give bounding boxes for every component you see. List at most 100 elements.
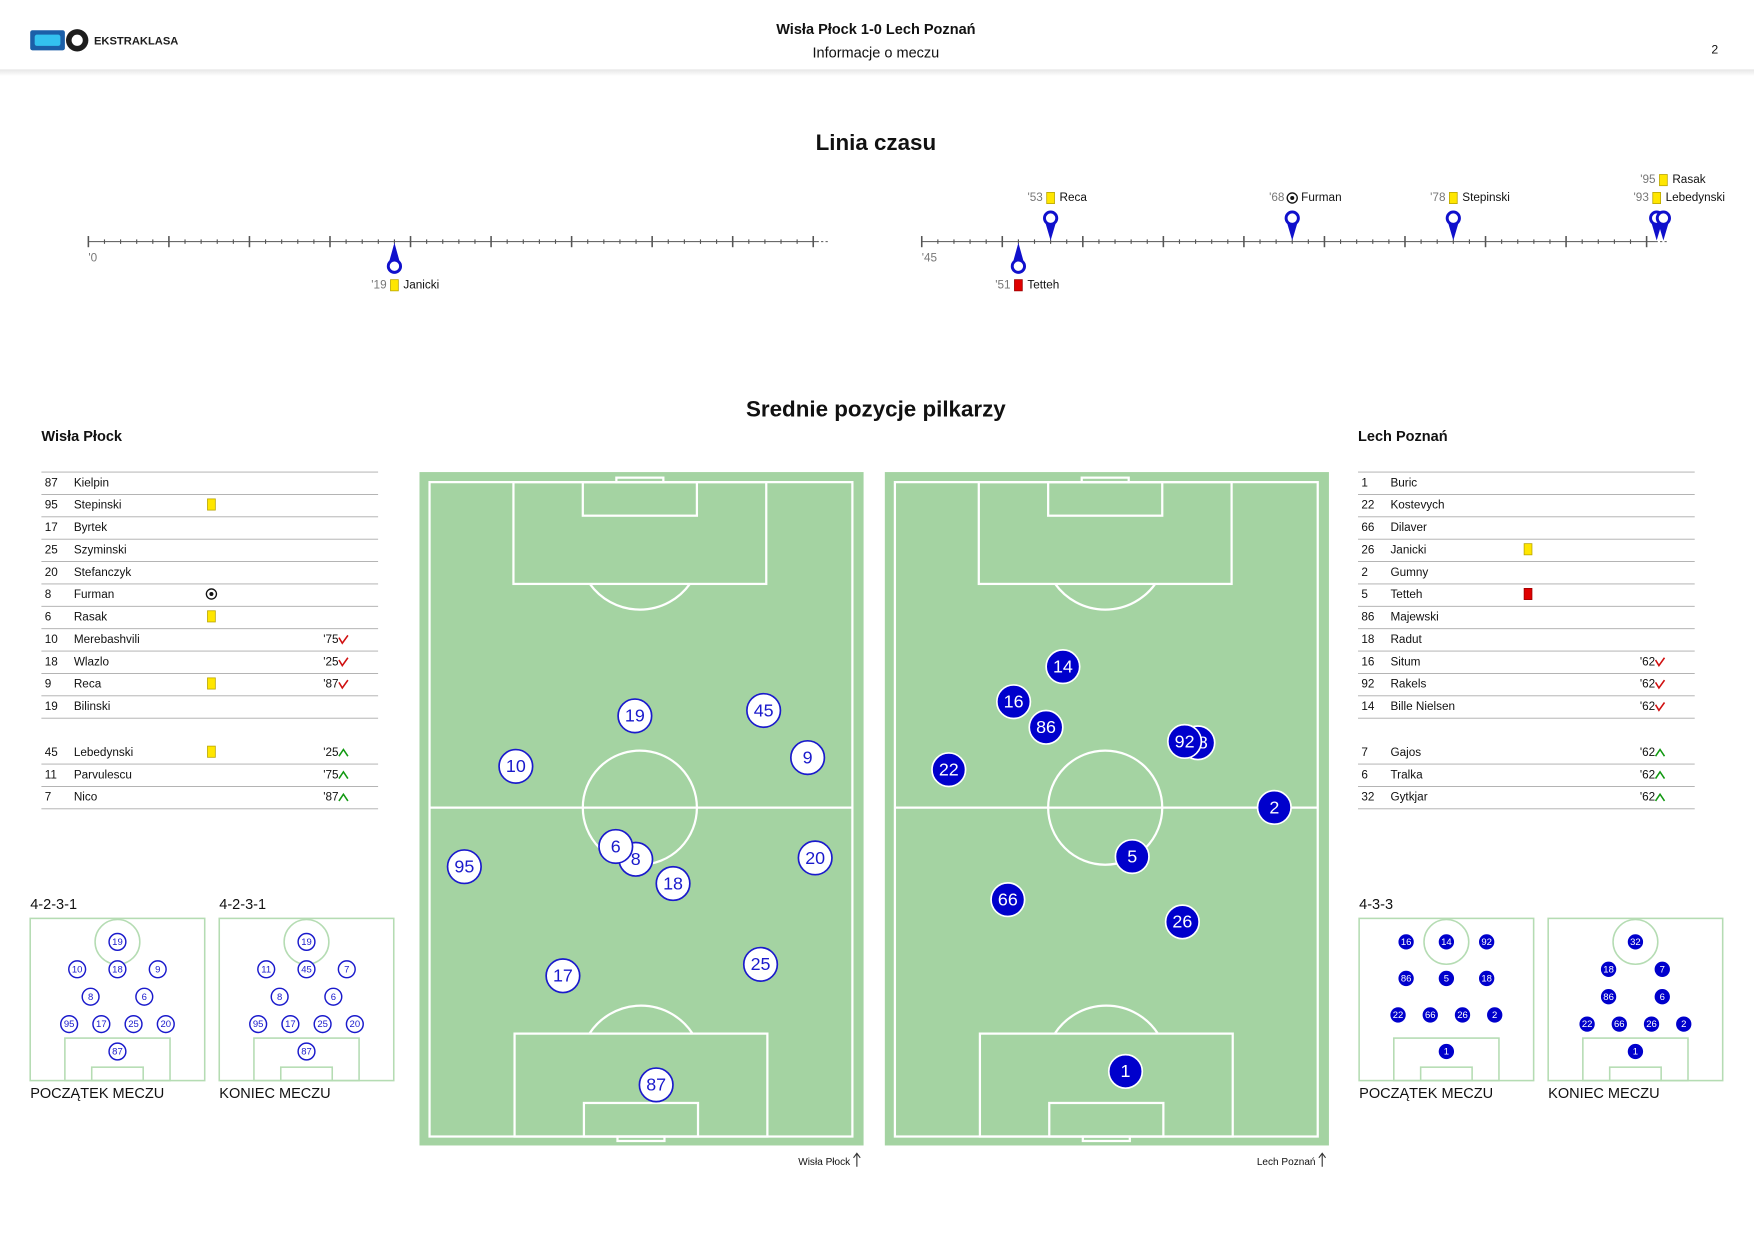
mini-player-number: 26 [1646,1019,1657,1030]
player-marker [742,946,779,982]
player-marker [1114,838,1150,875]
event-player: Lebedynski [1666,191,1725,204]
mini-player-marker [1421,1005,1440,1025]
mini-player-marker [135,987,154,1006]
event-minute: '53 [1027,191,1043,204]
player-marker [545,958,581,994]
mini-player-number: 16 [1401,937,1412,948]
mini-player-marker [1388,1005,1408,1025]
player-marker [446,849,482,885]
player-name: Rakels [1390,678,1426,691]
sub-out-arrow [338,634,349,645]
player-number: 6 [45,611,52,624]
mini-player-number: 6 [331,992,336,1003]
sub-in-arrow [338,748,349,757]
player-marker [1164,904,1200,940]
mini-player-number: 25 [317,1019,328,1030]
pitch-caption: Lech Poznań [1257,1157,1316,1168]
mini-player-marker [81,987,100,1006]
yellow-card [207,677,216,690]
mini-player-number: 20 [350,1019,361,1030]
player-marker-number: 16 [1004,692,1024,712]
event-minute: '95 [1640,173,1656,186]
mini-player-marker [297,932,316,952]
player-marker [746,692,782,729]
goal-icon-patch [1290,195,1295,201]
event-minute: '68 [1269,191,1285,204]
player-marker [1028,709,1064,745]
team-name: Lech Poznań [1358,429,1448,445]
mini-player-number: 14 [1441,937,1452,948]
yellow-card [207,745,216,758]
sub-minute: '62 [1640,768,1655,781]
penalty-arc [1053,1004,1159,1035]
mini-player-number: 7 [344,964,349,975]
player-marker-number: 2 [1269,797,1279,817]
player-number: 6 [1361,768,1368,781]
event-pin-stem [1012,242,1024,263]
mini-player-marker [1599,987,1618,1006]
mini-player-marker [1477,932,1496,952]
sub-in-arrow [338,770,349,779]
penalty-arc [588,583,691,611]
mini-player-marker [148,960,167,979]
player-marker-number: 45 [754,700,774,720]
player-number: 2 [1361,566,1368,579]
header-shadow [0,69,1754,77]
event-player: Rasak [1672,173,1705,186]
player-marker-number: 10 [506,756,526,776]
player-number: 95 [45,499,59,512]
mini-player-marker [1674,1014,1693,1034]
player-name: Stefanczyk [74,566,132,579]
mini-player-number: 87 [112,1047,123,1058]
player-marker-number: 92 [1175,731,1195,751]
mini-player-number: 10 [72,964,83,975]
player-name: Wlazlo [74,655,110,668]
mini-player-marker [313,1014,332,1034]
sub-minute: '75 [323,633,339,646]
logo-badge-inner [34,34,61,46]
player-marker [598,828,634,865]
mini-player-number: 11 [261,964,271,975]
event-pin-stem [1447,221,1459,241]
player-number: 14 [1361,700,1375,713]
mini-player-marker [1477,969,1496,988]
event-pin [1655,210,1671,226]
sub-in-arrow [1654,748,1666,757]
player-name: Dilaver [1390,521,1427,534]
sub-out-arrow [1654,657,1666,668]
event-pin [1445,210,1461,226]
mini-player-number: 86 [1401,974,1412,985]
player-name: Rasak [74,611,107,624]
mini-player-marker [1437,1042,1456,1061]
penalty-arc [1054,583,1157,611]
mini-player-number: 18 [1603,964,1614,975]
sub-minute: '62 [1640,678,1655,691]
yellow-card [207,498,216,511]
mini-goal-area [279,1066,334,1082]
mini-player-marker [1437,932,1456,952]
player-marker [655,865,691,902]
mini-player-marker [1437,969,1456,988]
mini-player-marker [270,987,289,1006]
event-pin-stem [1657,221,1669,241]
player-number: 7 [1361,746,1368,759]
mini-player-number: 2 [1492,1010,1497,1021]
centre-circle [1047,749,1164,866]
player-marker-number: 14 [1053,657,1073,677]
mini-player-marker [1577,1014,1597,1034]
mini-centre-circle [1423,918,1470,966]
event-minute: '51 [995,278,1010,291]
player-name: Bilinski [74,700,111,713]
player-marker-number: 20 [805,848,825,868]
sub-in-arrow [338,792,349,802]
event-pin-stem [388,242,401,263]
mini-player-marker [1485,1005,1504,1025]
event-player: Janicki [403,278,439,291]
mini-player-marker [108,932,127,952]
mini-player-number: 95 [253,1019,264,1030]
player-number: 18 [45,655,59,668]
team-name: Wisła Płock [41,429,123,445]
player-name: Reca [74,678,102,691]
player-marker-number: 8 [631,849,641,869]
